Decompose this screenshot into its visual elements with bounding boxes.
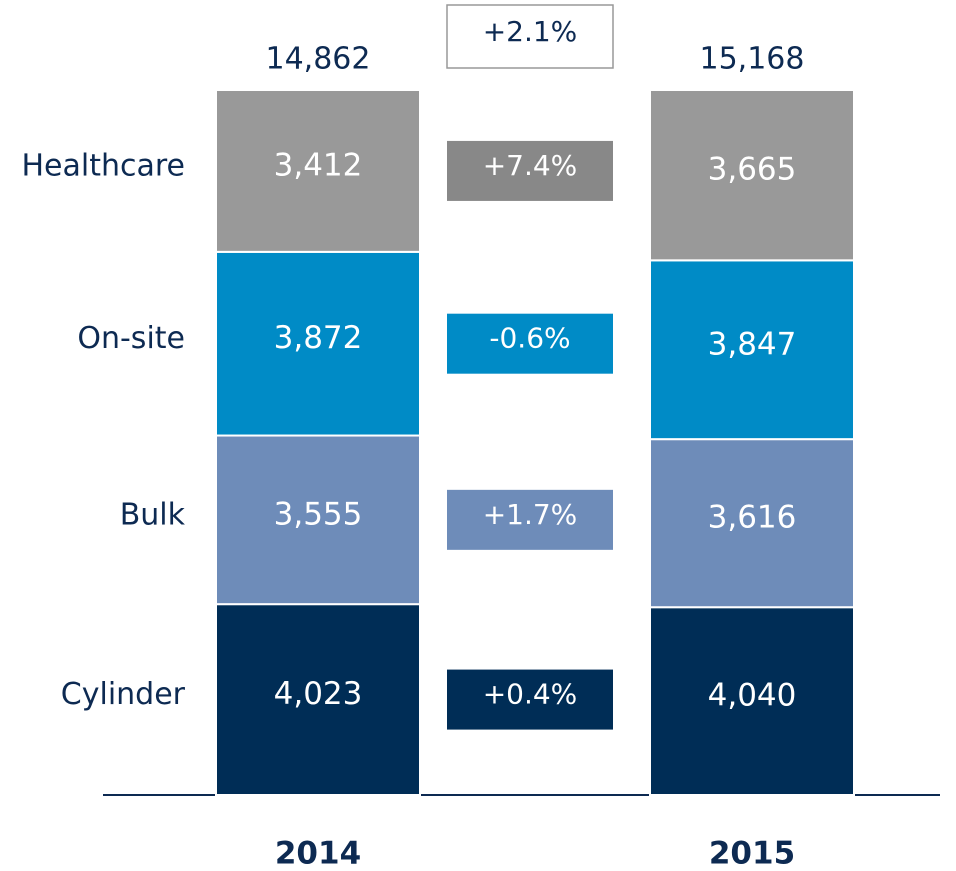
change-box (447, 313, 613, 374)
change-box (447, 140, 613, 201)
bar-segment (215, 434, 421, 606)
legend-label: Cylinder (61, 677, 186, 712)
value-label: 3,616 (708, 500, 797, 536)
value-label: 3,847 (708, 326, 797, 362)
total-change-label: +2.1% (483, 15, 578, 48)
change-box (447, 489, 613, 550)
total-label: 14,862 (266, 42, 371, 77)
x-tick-label: 2015 (709, 836, 795, 871)
legend-label: Bulk (120, 497, 186, 532)
change-label: +0.4% (483, 678, 578, 711)
bar-segment (649, 606, 855, 796)
legend-label: On-site (77, 321, 185, 356)
bar-segment (649, 89, 855, 262)
change-box (447, 669, 613, 730)
change-label: +7.4% (483, 149, 578, 182)
value-label: 4,040 (708, 678, 797, 714)
value-label: 4,023 (274, 676, 363, 712)
bar-segment (649, 438, 855, 609)
value-label: 3,412 (274, 147, 363, 183)
total-change-box (446, 4, 614, 69)
value-label: 3,872 (274, 320, 363, 356)
value-label: 3,555 (274, 496, 363, 532)
legend-label: Healthcare (21, 148, 185, 183)
value-label: 3,665 (708, 152, 797, 188)
total-label: 15,168 (700, 42, 805, 77)
change-label: +1.7% (483, 498, 578, 531)
x-tick-label: 2014 (275, 836, 361, 871)
bar-segment (215, 89, 421, 253)
change-label: -0.6% (489, 322, 570, 355)
bar-segment (649, 259, 855, 441)
bar-segment (215, 603, 421, 797)
